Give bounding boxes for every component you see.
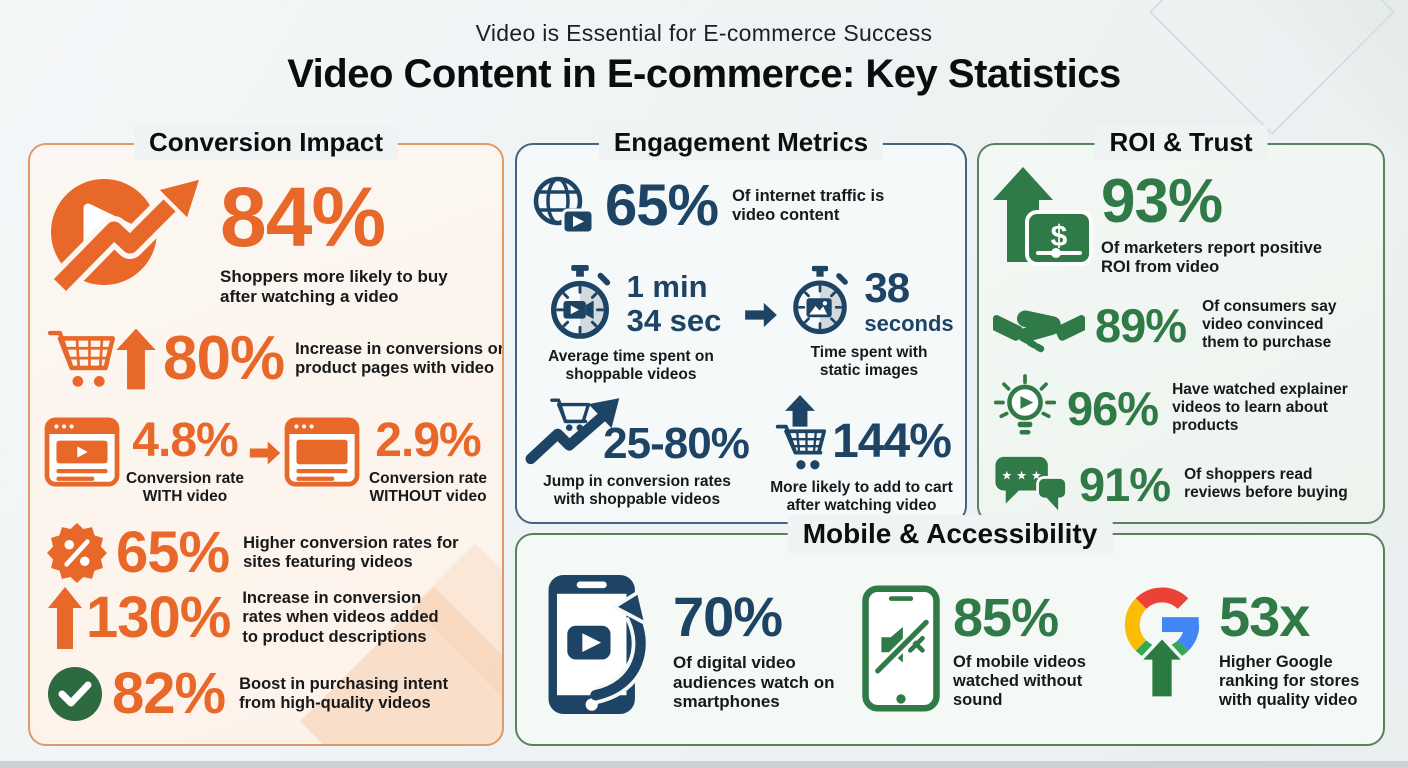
panel-mobile-title: Mobile & Accessibility <box>787 515 1113 553</box>
stat-product-page-conversions: 80% Increase in conversions on product p… <box>46 325 502 393</box>
stat-label: Of digital video audiences watch on smar… <box>673 653 835 712</box>
stat-label: Of mobile videos watched without sound <box>953 653 1086 710</box>
stat-buy-after-video: 84% Shoppers more likely to buy after wa… <box>44 169 475 306</box>
stat-label: Time spent with static images <box>810 344 928 379</box>
stat-label: More likely to add to cart after watchin… <box>770 479 953 514</box>
stat-value-line2: 34 sec <box>626 302 722 338</box>
stat-conversion-jump: 25-80% Jump in conversion rates with sho… <box>521 395 753 515</box>
stat-label: Shoppers more likely to buy after watchi… <box>220 267 448 306</box>
panel-conversion-impact: Conversion Impact 84% Shoppers more like… <box>28 125 504 746</box>
stat-label: Of consumers say video convinced them to… <box>1202 298 1337 351</box>
lightbulb-play-icon <box>993 374 1057 435</box>
stat-value: 84% <box>220 170 386 264</box>
stat-rate-without-video: 2.9% Conversion rate WITHOUT video <box>284 417 492 506</box>
stat-label: Have watched explainer videos to learn a… <box>1172 381 1348 434</box>
stat-value: 53x <box>1219 585 1310 648</box>
stat-rate-with-video: 4.8% Conversion rate WITH video <box>44 417 246 506</box>
stat-read-reviews: ★ ★ ★ 91% Of shoppers read reviews befor… <box>993 455 1354 513</box>
stat-videos-in-descriptions: 130% Increase in conversion rates when v… <box>48 587 452 649</box>
phone-video-arrow-icon <box>548 574 650 715</box>
svg-text:$: $ <box>1051 220 1068 253</box>
google-rank-icon <box>1124 587 1200 700</box>
stat-value-line1: 38 <box>864 264 910 311</box>
stat-value: 93% <box>1101 167 1223 236</box>
play-circle-growth-icon <box>50 174 206 291</box>
stat-value: 70% <box>673 585 783 648</box>
review-bubbles-icon: ★ ★ ★ <box>995 456 1068 511</box>
stat-value: 80% <box>163 324 285 393</box>
stat-label: Boost in purchasing intent from high-qua… <box>239 674 449 712</box>
stat-add-to-cart: 144% More likely to add to cart after wa… <box>759 395 964 515</box>
stat-value: 85% <box>953 588 1059 648</box>
page-subtitle: Video is Essential for E-commerce Succes… <box>475 20 933 46</box>
stat-value-line1: 1 min <box>626 268 708 304</box>
stat-label: Of marketers report positive ROI from vi… <box>1101 239 1322 277</box>
stat-value: 96% <box>1067 381 1159 435</box>
up-arrow-icon <box>48 587 82 649</box>
stat-sites-with-videos: 65% Higher conversion rates for sites fe… <box>46 523 475 583</box>
stat-label: Of internet traffic is video content <box>732 186 885 224</box>
stat-label: Average time spent on shoppable videos <box>548 348 714 383</box>
stat-label: Of shoppers read reviews before buying <box>1184 466 1348 501</box>
stat-static-time: 38 seconds Time spent with static images <box>783 265 955 384</box>
panel-engagement-metrics: Engagement Metrics 65% Of internet traff… <box>515 125 967 524</box>
panel-conversion-title: Conversion Impact <box>133 125 399 161</box>
stat-explainer-videos: 96% Have watched explainer videos to lea… <box>993 373 1352 443</box>
stat-label: Increase in conversions on product pages… <box>295 339 502 377</box>
panel-mobile-accessibility: Mobile & Accessibility 70% Of digital vi… <box>515 515 1385 746</box>
phone-muted-icon <box>862 585 940 712</box>
percent-badge-icon <box>47 523 107 583</box>
stat-value: 65% <box>116 520 230 585</box>
arrow-right-icon <box>249 441 281 465</box>
stat-internet-traffic: 65% Of internet traffic is video content <box>531 175 912 237</box>
stat-value: 144% <box>832 415 952 468</box>
globe-video-icon <box>533 176 595 235</box>
stat-positive-roi: $ 93% Of marketers report positive ROI f… <box>993 167 1351 277</box>
money-growth-icon: $ <box>993 167 1093 266</box>
stat-smartphone-viewing: 70% Of digital video audiences watch on … <box>541 573 853 716</box>
stat-value: 4.8% <box>132 414 238 467</box>
stat-convinced-to-purchase: 89% Of consumers say video convinced the… <box>993 297 1362 353</box>
stat-value: 130% <box>86 585 231 650</box>
stopwatch-video-icon <box>550 265 610 339</box>
stat-label: Increase in conversion rates when videos… <box>242 589 439 646</box>
stat-label: Conversion rate WITHOUT video <box>368 470 487 505</box>
panel-engagement-title: Engagement Metrics <box>598 125 884 161</box>
header: Video is Essential for E-commerce Succes… <box>0 20 1408 97</box>
stat-conversion-rate-comparison: 4.8% Conversion rate WITH video 2.9% <box>44 417 492 506</box>
stat-value: 2.9% <box>375 414 481 467</box>
browser-plain-icon <box>284 417 360 487</box>
check-circle-icon <box>48 667 102 721</box>
stat-value: 25-80% <box>603 419 750 468</box>
trend-cart-icon <box>525 398 620 465</box>
panel-roi-trust: ROI & Trust $ 93% Of marketers report po… <box>977 125 1385 524</box>
stat-no-sound: 85% Of mobile videos watched without sou… <box>859 585 1103 712</box>
stopwatch-image-icon <box>793 265 849 335</box>
stat-value: 91% <box>1079 457 1171 511</box>
cart-arrow-up-icon <box>775 395 827 470</box>
page-title: Video Content in E-commerce: Key Statist… <box>287 52 1121 96</box>
cart-up-arrow-icon <box>47 328 156 390</box>
panel-roi-title: ROI & Trust <box>1094 125 1268 161</box>
bottom-bar <box>0 761 1408 768</box>
stat-value: 82% <box>112 661 226 726</box>
stat-value: 65% <box>605 173 719 238</box>
stat-bottom-row: 25-80% Jump in conversion rates with sho… <box>521 395 964 515</box>
stat-label: Higher conversion rates for sites featur… <box>243 533 459 571</box>
browser-video-icon <box>44 417 120 487</box>
stat-time-comparison: 1 min 34 sec Average time spent on shopp… <box>523 265 955 384</box>
stat-google-ranking: 53x Higher Google ranking for stores wit… <box>1113 581 1383 710</box>
stars: ★ ★ ★ <box>1001 468 1042 482</box>
arrow-right-icon <box>745 302 777 328</box>
handshake-icon <box>993 310 1085 353</box>
stat-label: Higher Google ranking for stores with qu… <box>1219 653 1360 710</box>
stat-purchase-intent: 82% Boost in purchasing intent from high… <box>46 665 479 723</box>
stat-value: 89% <box>1095 298 1187 352</box>
stat-label: Conversion rate WITH video <box>125 470 244 505</box>
stat-value-line2: seconds <box>864 311 954 336</box>
stat-shoppable-time: 1 min 34 sec Average time spent on shopp… <box>523 265 739 384</box>
stat-label: Jump in conversion rates with shoppable … <box>543 473 731 508</box>
